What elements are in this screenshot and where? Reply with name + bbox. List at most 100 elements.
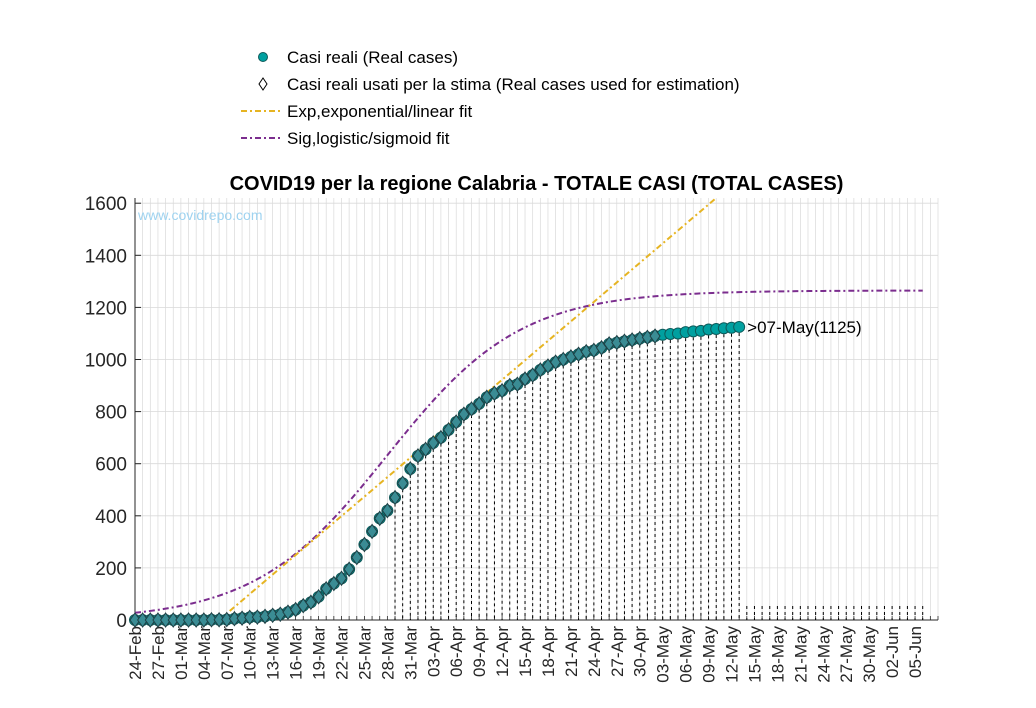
data-point-estimation [473, 395, 485, 412]
y-tick-label: 1000 [85, 351, 127, 372]
real-cases-points [129, 320, 746, 626]
last-value-annotation: >07-May(1125) [747, 318, 862, 337]
x-tick-label: 22-Mar [332, 626, 351, 680]
data-point-estimation [358, 536, 371, 553]
data-point-estimation [450, 414, 462, 430]
x-tick-label: 01-Mar [172, 626, 191, 680]
x-tick-label: 18-May [768, 626, 787, 683]
data-point-estimation [182, 612, 195, 628]
data-point-estimation [397, 475, 409, 492]
drop-lines [394, 326, 924, 620]
x-tick-label: 16-Mar [287, 626, 306, 680]
x-tick-label: 15-May [745, 626, 764, 683]
y-tick-label: 400 [95, 507, 127, 528]
data-point-estimation [649, 328, 661, 344]
x-tick-label: 25-Mar [355, 626, 374, 680]
x-tick-label: 03-May [654, 626, 673, 683]
y-tick-label: 1600 [85, 194, 127, 215]
x-tick-label: 18-Apr [539, 626, 558, 677]
legend: Casi reali (Real cases) Casi reali usati … [241, 48, 740, 148]
data-point-estimation [404, 461, 416, 477]
watermark: www.covidrepo.com [137, 207, 263, 223]
x-tick-label: 24-May [814, 626, 833, 683]
data-point-estimation [159, 612, 172, 628]
x-tick-label: 15-Apr [516, 626, 535, 677]
x-tick-label: 21-Apr [562, 626, 581, 677]
x-tick-label: 21-May [791, 626, 810, 683]
data-point-estimation [496, 382, 508, 399]
data-point-estimation [458, 406, 470, 423]
x-tick-label: 09-May [700, 626, 719, 683]
exp-fit-line [135, 198, 717, 620]
data-point-estimation [305, 594, 317, 611]
legend-marker-diamond [258, 77, 268, 91]
x-tick-label: 24-Apr [585, 626, 604, 677]
x-tick-label: 07-Mar [218, 626, 237, 680]
legend-label: Sig,logistic/sigmoid fit [287, 129, 450, 148]
legend-label: Casi reali usati per la stima (Real case… [287, 75, 740, 94]
data-point-estimation [427, 435, 439, 451]
data-point-estimation [190, 612, 202, 628]
data-point-estimation [167, 612, 179, 628]
x-tick-label: 12-Apr [493, 626, 512, 677]
x-tick-label: 09-Apr [470, 626, 489, 677]
data-point-estimation [205, 611, 218, 628]
x-tick-label: 06-Apr [447, 626, 466, 677]
y-tick-label: 600 [95, 455, 127, 476]
y-tick-label: 1400 [85, 246, 127, 267]
estimation-points [129, 328, 661, 628]
data-point-estimation [343, 561, 355, 578]
data-point-estimation [213, 611, 225, 628]
data-point-estimation [198, 612, 210, 628]
grid [134, 198, 939, 621]
data-point-estimation [144, 612, 156, 628]
x-tick-label: 27-Apr [608, 626, 627, 677]
x-tick-label: 04-Mar [195, 626, 214, 680]
x-tick-label: 13-Mar [264, 626, 283, 680]
chart-title: COVID19 per la regione Calabria - TOTALE… [230, 173, 844, 195]
x-tick-label: 06-May [677, 626, 696, 683]
data-point-estimation [381, 502, 393, 519]
data-point-real [733, 320, 746, 333]
x-tick-label: 30-Apr [631, 626, 650, 677]
data-point-estimation [435, 429, 447, 446]
x-tick-label: 30-May [860, 626, 879, 683]
data-point-estimation [244, 609, 256, 626]
x-tick-label: 24-Feb [126, 626, 145, 680]
y-tick-label: 0 [116, 611, 127, 632]
x-tick-label: 03-Apr [424, 626, 443, 677]
x-tick-label: 19-Mar [310, 626, 329, 680]
legend-label: Exp,exponential/linear fit [287, 102, 473, 121]
x-tick-label: 27-May [837, 626, 856, 683]
sigmoid-fit-line [135, 289, 923, 614]
x-tick-label: 31-Mar [401, 626, 420, 680]
data-point-estimation [412, 448, 424, 464]
data-point-estimation [366, 523, 378, 540]
y-axis: 0 200 400 600 800 1000 1200 1400 1600 [85, 194, 141, 632]
x-tick-label: 27-Feb [149, 626, 168, 680]
data-point-estimation [152, 612, 164, 628]
data-point-estimation [129, 612, 141, 628]
data-point-estimation [312, 588, 325, 605]
data-point-estimation [374, 510, 386, 527]
x-tick-label: 12-May [723, 626, 742, 683]
x-tick-label: 28-Mar [378, 626, 397, 680]
data-point-estimation [511, 376, 523, 393]
data-point-estimation [351, 549, 363, 566]
data-point-estimation [320, 580, 332, 597]
data-point-estimation [335, 570, 348, 587]
data-point-estimation [137, 612, 149, 628]
legend-marker-circle [258, 52, 268, 62]
x-axis: 24-Feb 27-Feb 01-Mar 04-Mar 07-Mar 10-Mar 13-M… [126, 616, 939, 683]
legend-label: Casi reali (Real cases) [287, 48, 458, 67]
x-tick-label: 10-Mar [241, 626, 260, 680]
data-point-estimation [442, 421, 455, 438]
data-point-estimation [389, 489, 401, 506]
data-point-estimation [328, 575, 340, 592]
data-point-estimation [527, 367, 539, 383]
x-tick-label: 05-Jun [906, 626, 925, 678]
data-point-estimation [419, 441, 432, 458]
y-tick-label: 800 [95, 403, 127, 424]
